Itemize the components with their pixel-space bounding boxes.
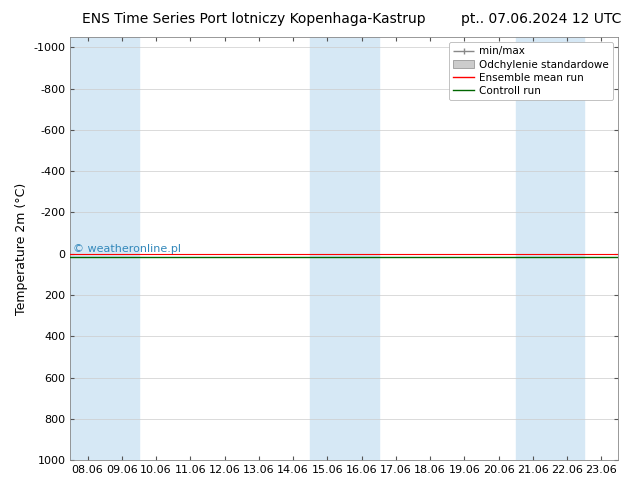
Text: pt.. 07.06.2024 12 UTC: pt.. 07.06.2024 12 UTC	[461, 12, 621, 26]
Text: © weatheronline.pl: © weatheronline.pl	[73, 244, 181, 254]
Bar	[70, 37, 139, 460]
Bar	[310, 37, 378, 460]
Y-axis label: Temperature 2m (°C): Temperature 2m (°C)	[15, 182, 28, 315]
Text: ENS Time Series Port lotniczy Kopenhaga-Kastrup: ENS Time Series Port lotniczy Kopenhaga-…	[82, 12, 426, 26]
Legend: min/max, Odchylenie standardowe, Ensemble mean run, Controll run: min/max, Odchylenie standardowe, Ensembl…	[449, 42, 613, 100]
Bar	[515, 37, 584, 460]
